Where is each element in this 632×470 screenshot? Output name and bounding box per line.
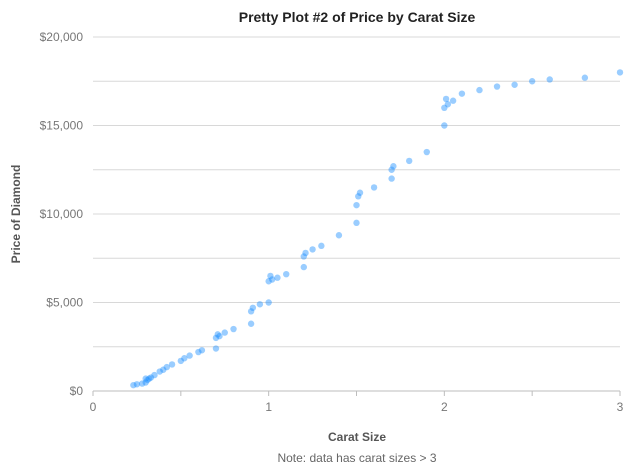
data-point [156,368,163,375]
data-point [138,380,146,387]
data-point [442,95,450,103]
data-point [265,278,272,285]
data-point [335,232,343,239]
y-tick-label: $15,000 [40,119,84,133]
data-point [168,361,176,368]
data-point [406,157,413,165]
data-point [283,270,290,278]
data-point [581,74,589,81]
data-point [247,308,255,315]
data-point [247,320,255,327]
data-point [198,347,206,354]
ticks-layer: 0 1 2 3 $0 $5,000 $10,000 $15,000 $20,000 [40,30,624,414]
data-point [181,355,188,362]
data-point [353,219,360,227]
data-point [163,363,170,371]
y-tick-label: $0 [70,384,84,398]
data-point [212,334,220,342]
data-point [221,329,228,336]
data-point [441,122,448,129]
data-point [146,375,153,382]
data-point [151,371,158,379]
y-tick-label: $5,000 [46,296,83,310]
data-point [267,272,274,280]
data-point [476,86,483,94]
data-point [356,189,364,196]
data-point [230,325,237,333]
y-axis-title: Price of Diamond [9,165,23,264]
data-point [130,381,137,389]
grid-layer [93,36,620,348]
data-point [274,274,281,281]
data-point [423,148,430,156]
y-tick-label: $10,000 [40,207,84,221]
data-point [309,246,316,253]
data-point [142,375,149,382]
data-point [216,332,223,340]
data-point [186,352,193,359]
data-point [355,193,362,200]
data-point [546,76,553,83]
data-point [388,166,395,173]
x-tick-label: 1 [265,400,272,414]
data-point [265,299,272,306]
data-point [441,104,448,112]
data-point [212,345,220,352]
y-tick-label: $20,000 [40,30,84,44]
data-point [147,374,155,381]
data-point [300,253,307,260]
x-tick-label: 2 [441,400,448,414]
data-point [302,249,309,257]
data-point [458,90,466,97]
data-point [388,175,395,182]
data-point [160,366,167,373]
chart-note: Note: data has carat sizes > 3 [277,451,436,465]
data-point [616,69,624,76]
data-point [390,163,397,170]
data-point [300,263,307,271]
points-layer [130,69,624,389]
data-point [511,81,518,88]
x-axis-title: Carat Size [328,430,386,444]
x-tick-label: 0 [90,400,97,414]
chart-title: Pretty Plot #2 of Price by Carat Size [239,9,476,25]
data-point [493,83,501,90]
data-point [444,101,452,108]
data-point [249,304,257,312]
data-point [195,348,202,356]
data-point [142,379,149,386]
data-point [256,301,264,308]
data-point [268,276,276,283]
data-point [449,97,457,104]
data-point [133,381,141,388]
x-tick-label: 3 [617,400,624,414]
data-point [318,242,325,250]
data-point [353,201,360,209]
data-point [177,357,185,365]
data-point [528,78,536,85]
data-point [214,331,221,338]
data-point [144,376,151,384]
data-point [370,184,378,191]
